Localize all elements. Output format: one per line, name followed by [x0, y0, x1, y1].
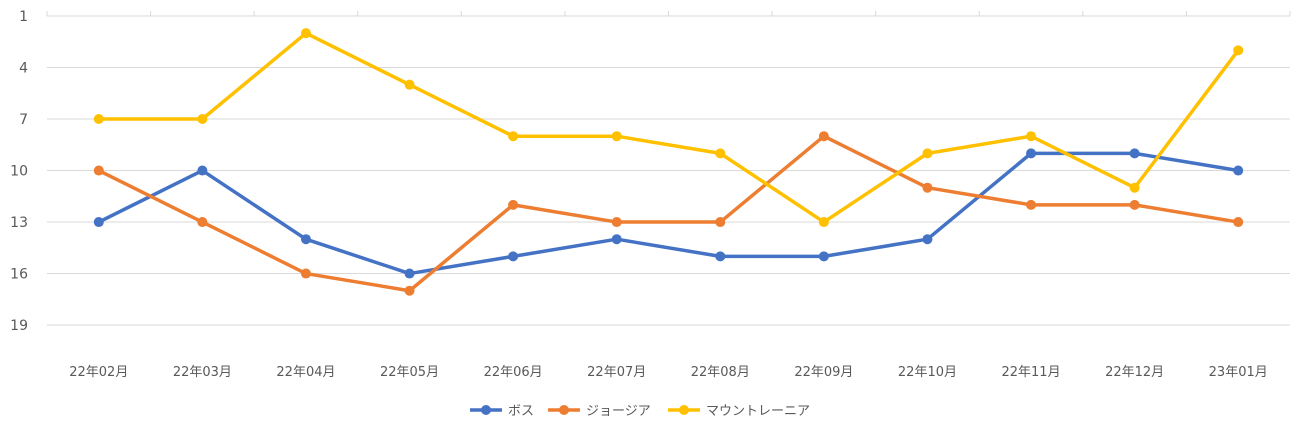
data-point [1026, 148, 1037, 159]
legend-swatch-marker [679, 405, 689, 415]
series-line-ボス [98, 151, 1239, 276]
data-point [1129, 148, 1140, 159]
data-point [1026, 131, 1037, 142]
x-tick-label: 22年02月 [69, 365, 128, 380]
x-tick-label: 22年12月 [1105, 365, 1164, 380]
data-point [611, 217, 622, 228]
data-point [611, 131, 622, 142]
data-point [715, 251, 726, 262]
legend-label: マウントレーニア [706, 404, 810, 419]
x-tick-label: 22年04月 [276, 365, 335, 380]
data-point [197, 217, 208, 228]
legend-label: ボス [508, 404, 534, 419]
x-tick-label: 22年09月 [794, 365, 853, 380]
data-point [1233, 45, 1244, 56]
data-point [922, 234, 933, 245]
data-point [404, 79, 415, 90]
x-tick-label: 22年10月 [898, 365, 957, 380]
x-tick-label: 22年11月 [1001, 365, 1060, 380]
y-tick-label: 16 [10, 267, 28, 283]
series-line-ジョージア [98, 134, 1239, 293]
data-point [611, 234, 622, 245]
y-tick-label: 7 [19, 112, 28, 128]
data-point [1026, 199, 1037, 210]
x-tick-label: 23年01月 [1209, 365, 1268, 380]
data-point [93, 114, 104, 125]
y-tick-label: 10 [10, 164, 28, 180]
data-point [508, 131, 519, 142]
data-point [404, 285, 415, 296]
x-tick-label: 22年08月 [691, 365, 750, 380]
data-point [818, 217, 829, 228]
data-point [300, 28, 311, 39]
data-point [93, 217, 104, 228]
series-line-マウントレーニア [98, 31, 1240, 224]
data-point [508, 199, 519, 210]
data-point [922, 148, 933, 159]
legend-swatch-marker [559, 405, 569, 415]
data-point [300, 234, 311, 245]
x-tick-label: 22年05月 [380, 365, 439, 380]
x-tick-label: 22年06月 [484, 365, 543, 380]
data-point [1129, 182, 1140, 193]
y-tick-label: 4 [19, 61, 28, 77]
data-point [197, 165, 208, 176]
data-point [922, 182, 933, 193]
y-tick-label: 1 [19, 9, 28, 25]
data-point [404, 268, 415, 279]
legend-swatch-marker [481, 405, 491, 415]
data-point [1233, 217, 1244, 228]
data-point [818, 131, 829, 142]
x-tick-label: 22年07月 [587, 365, 646, 380]
data-point [818, 251, 829, 262]
data-point [508, 251, 519, 262]
data-point [93, 165, 104, 176]
y-tick-label: 19 [10, 318, 28, 334]
legend-label: ジョージア [586, 404, 651, 419]
data-point [1129, 199, 1140, 210]
data-point [197, 114, 208, 125]
data-point [300, 268, 311, 279]
data-point [1233, 165, 1244, 176]
data-point [715, 217, 726, 228]
y-tick-label: 13 [10, 215, 28, 231]
data-point [715, 148, 726, 159]
x-tick-label: 22年03月 [173, 365, 232, 380]
